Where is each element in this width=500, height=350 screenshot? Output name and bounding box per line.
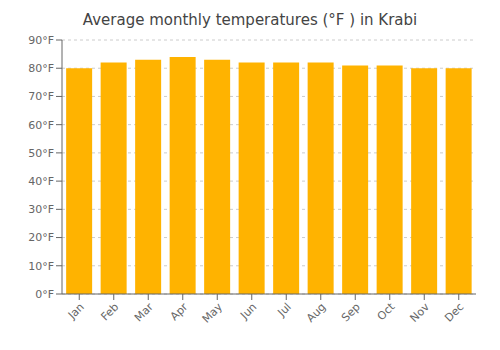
svg-text:90°F: 90°F (28, 34, 54, 47)
svg-text:Feb: Feb (98, 300, 121, 323)
svg-text:Jan: Jan (65, 300, 87, 322)
svg-text:50°F: 50°F (28, 147, 54, 160)
svg-text:30°F: 30°F (28, 203, 54, 216)
html-text:Average monthly temperatures (: Average monthly temperatures (°F ) in Kr… (82, 11, 418, 29)
svg-text:Aug: Aug (304, 300, 328, 324)
svg-text:40°F: 40°F (28, 175, 54, 188)
svg-text:May: May (200, 300, 226, 326)
svg-text:Nov: Nov (408, 300, 433, 325)
svg-text:70°F: 70°F (28, 90, 54, 103)
svg-text:10°F: 10°F (28, 260, 54, 273)
svg-text:60°F: 60°F (28, 119, 54, 132)
svg-text:Mar: Mar (132, 300, 156, 324)
svg-text:Apr: Apr (168, 300, 191, 323)
svg-text:Dec: Dec (442, 300, 466, 324)
svg-text:Jul: Jul (275, 300, 294, 319)
svg-text:Jun: Jun (237, 300, 259, 322)
svg-text:0°F: 0°F (35, 288, 54, 301)
svg-text:Oct: Oct (375, 300, 398, 323)
svg-text:80°F: 80°F (28, 62, 54, 75)
svg-text:Sep: Sep (339, 300, 363, 324)
svg-text:20°F: 20°F (28, 231, 54, 244)
